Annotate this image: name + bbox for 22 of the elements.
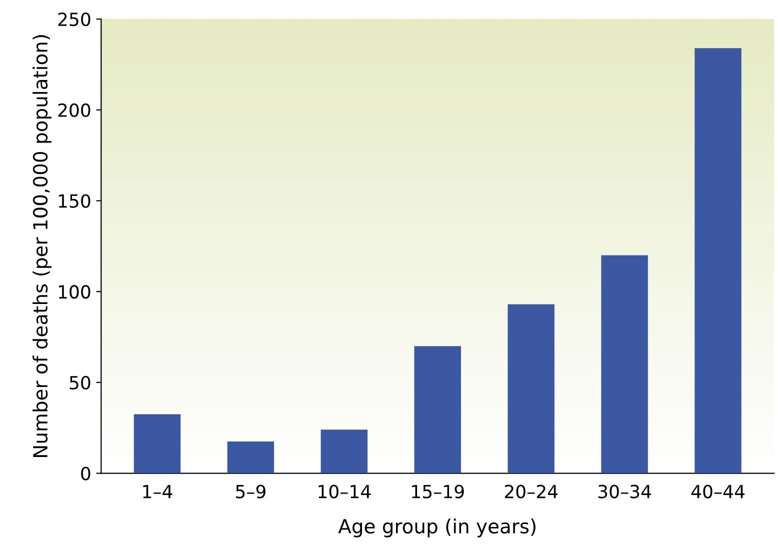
y-axis-title: Number of deaths (per 100,000 population): [32, 35, 52, 457]
x-tick-label: 5–9: [236, 484, 266, 498]
x-tick-label: 20–24: [504, 484, 558, 498]
bar: [134, 414, 181, 474]
bar: [601, 255, 648, 474]
y-tick-label: 100: [58, 285, 90, 299]
x-tick-label: 10–14: [318, 484, 371, 498]
y-tick-label: 150: [58, 194, 90, 208]
bar: [227, 441, 274, 474]
x-tick-label: 1–4: [143, 484, 172, 498]
bar: [508, 304, 554, 474]
bar: [694, 48, 742, 474]
x-tick-label: 30–34: [598, 484, 652, 498]
x-tick-label: 40–44: [691, 484, 745, 498]
bar: [414, 346, 461, 474]
y-tick-label: 50: [70, 376, 90, 390]
bar: [320, 430, 368, 474]
y-tick-label: 250: [58, 12, 90, 26]
y-tick-label: 200: [58, 103, 90, 118]
x-tick-label: 15–19: [412, 484, 464, 498]
x-axis-title: Age group (in years): [338, 518, 536, 538]
y-tick-label: 0: [81, 466, 90, 480]
